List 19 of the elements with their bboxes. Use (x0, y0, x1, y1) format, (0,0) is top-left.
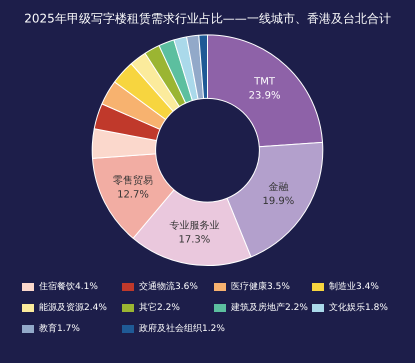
legend-label: 建筑及房地产2.2% (231, 302, 308, 314)
legend-label: 制造业3.4% (329, 280, 379, 293)
slice-label: 金融 (268, 181, 288, 194)
slice-label: 专业服务业 (169, 219, 220, 232)
legend-label: 医疗健康3.5% (231, 280, 290, 293)
data-label: 23.9% (248, 90, 280, 102)
legend-label: 交通物流3.6% (139, 280, 198, 293)
chart-title: 2025年甲级写字楼租赁需求行业占比——一线城市、香港及台北合计 (24, 11, 391, 26)
slice-label: TMT (253, 76, 276, 88)
legend-label: 其它2.2% (139, 302, 180, 314)
data-label: 17.3% (178, 234, 210, 246)
data-label: 12.7% (117, 190, 149, 201)
legend-label: 教育1.7% (39, 322, 80, 335)
legend-label: 文化娱乐1.8% (329, 302, 388, 314)
slice-label: 零售贸易 (112, 174, 153, 187)
legend-label: 住宿餐饮4.1% (39, 280, 98, 293)
legend-label: 能源及资源2.4% (39, 302, 107, 314)
legend-label: 政府及社会组织1.2% (139, 322, 225, 335)
data-label: 19.9% (262, 196, 294, 208)
